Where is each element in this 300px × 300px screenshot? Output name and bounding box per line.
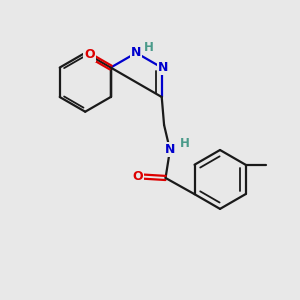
- Text: N: N: [131, 46, 141, 59]
- Text: N: N: [165, 143, 175, 157]
- Text: O: O: [133, 170, 143, 183]
- Text: O: O: [85, 47, 95, 61]
- Text: H: H: [180, 137, 190, 150]
- Text: N: N: [158, 61, 168, 74]
- Text: H: H: [144, 41, 154, 54]
